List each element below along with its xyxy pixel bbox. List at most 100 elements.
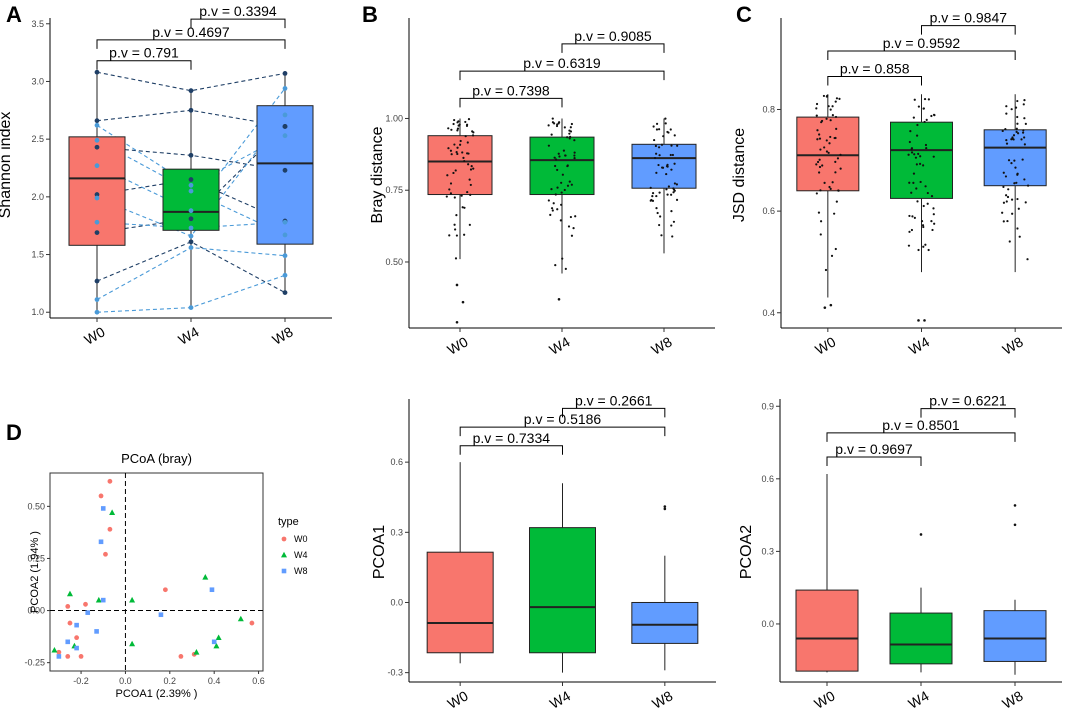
box-w0 (68, 136, 126, 246)
outlier-point (557, 297, 561, 301)
jitter-point (672, 220, 676, 223)
y-tick-label: 0.50 (27, 501, 45, 511)
jitter-point (1014, 106, 1018, 109)
scatter-point-w4 (202, 574, 209, 580)
subject-point (188, 152, 194, 158)
jitter-point (551, 117, 554, 120)
jitter-point (660, 166, 664, 169)
comparison-bracket (826, 456, 922, 467)
y-axis-title: PCOA2 (1.94% ) (29, 531, 41, 613)
jitter-point (655, 207, 658, 210)
comparison-pvalue: p.v = 0.9085 (574, 28, 652, 44)
jitter-point (825, 150, 829, 153)
subject-point (94, 69, 100, 75)
jitter-point (818, 133, 821, 136)
y-axis-title: JSD distance (731, 128, 748, 222)
jitter-point (461, 206, 464, 209)
jitter-point (448, 234, 451, 237)
jitter-point (1011, 137, 1014, 140)
subject-point (282, 133, 288, 139)
jitter-point (911, 215, 914, 218)
comparison-bracket (190, 18, 286, 29)
jitter-point (572, 227, 575, 230)
jitter-point (570, 234, 574, 237)
y-tick-label: 1.00 (385, 113, 403, 123)
jitter-point (573, 151, 576, 154)
scatter-point-w4 (215, 634, 222, 641)
subject-point (282, 253, 288, 259)
box-w0 (795, 589, 859, 672)
jitter-point (1012, 134, 1016, 137)
jitter-point (825, 139, 828, 142)
jitter-point (455, 214, 458, 217)
jitter-point (835, 127, 838, 130)
jitter-point (1002, 171, 1005, 174)
jitter-point (922, 107, 925, 110)
jitter-point (564, 267, 567, 270)
comparison-bracket (459, 426, 666, 437)
x-tick-label: W8 (999, 687, 1025, 711)
jitter-point (825, 117, 828, 120)
jitter-point (653, 156, 657, 160)
jitter-point (470, 165, 473, 168)
scatter-point-w8 (211, 639, 217, 645)
legend-marker-w8 (281, 568, 287, 574)
jitter-point (931, 228, 934, 232)
box-w4 (529, 136, 595, 196)
subject-point (188, 245, 194, 251)
box-w8 (983, 610, 1047, 662)
scatter-point-w4 (66, 590, 73, 597)
jitter-point (829, 119, 832, 122)
jitter-point (818, 158, 821, 161)
jitter-point (1005, 105, 1008, 108)
jitter-point (819, 148, 822, 151)
jitter-point (457, 120, 460, 123)
scatter-point-w4 (109, 509, 116, 515)
jitter-point (566, 184, 570, 187)
scatter-point-w0 (107, 526, 113, 532)
outlier-point (455, 320, 459, 324)
jitter-point (822, 94, 826, 98)
jitter-point (449, 149, 453, 152)
jitter-point (827, 105, 830, 108)
jitter-point (649, 186, 652, 189)
jitter-point (652, 125, 655, 128)
jitter-point (558, 155, 561, 158)
jitter-point (1016, 115, 1019, 119)
jitter-point (554, 263, 557, 267)
comparison-pvalue: p.v = 0.7334 (473, 430, 551, 446)
jitter-point (923, 97, 927, 101)
jitter-point (915, 163, 918, 166)
jitter-point (453, 143, 456, 146)
jitter-point (914, 156, 918, 159)
jitter-point (658, 191, 661, 194)
scatter-point-w8 (74, 645, 79, 651)
jitter-point (827, 151, 830, 154)
jitter-point (917, 248, 920, 252)
y-axis-title: Bray distance (369, 126, 386, 223)
subject-point (94, 230, 100, 236)
jitter-point (460, 194, 463, 197)
x-tick-label: 0.0 (119, 676, 132, 686)
jitter-point (910, 228, 914, 232)
jitter-point (454, 228, 457, 231)
jitter-point (818, 171, 821, 174)
jitter-point (669, 128, 672, 131)
jitter-point (831, 114, 834, 117)
jitter-point (675, 183, 678, 186)
comparison-bracket (562, 407, 666, 418)
box-w4 (529, 527, 596, 654)
y-tick-label: 0.6 (761, 474, 774, 484)
jitter-point (657, 163, 660, 167)
jitter-point (566, 136, 569, 139)
y-axis-title: PCOA2 (738, 525, 755, 579)
jitter-point (1002, 185, 1005, 189)
jitter-point (552, 202, 555, 205)
jitter-point (452, 171, 455, 175)
jitter-point (1013, 182, 1016, 185)
scatter-point-w8 (85, 610, 91, 615)
jitter-point (921, 224, 925, 227)
jitter-point (839, 167, 842, 170)
subject-point (282, 290, 288, 296)
